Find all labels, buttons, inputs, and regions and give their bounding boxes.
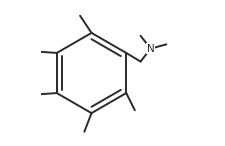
Text: N: N bbox=[146, 44, 154, 54]
